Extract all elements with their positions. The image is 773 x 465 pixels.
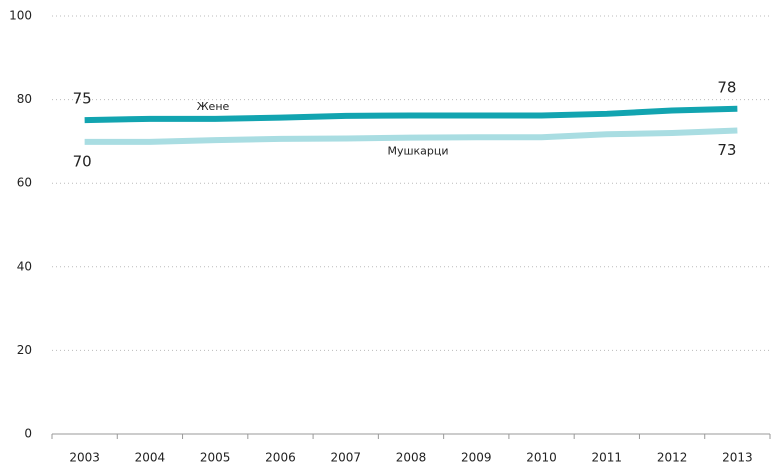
x-tick-label: 2012 (657, 451, 688, 465)
x-tick-label: 2003 (69, 451, 100, 465)
x-tick-label: 2006 (265, 451, 296, 465)
y-tick-label: 40 (17, 259, 32, 273)
y-tick-label: 100 (9, 9, 32, 23)
series-name: Жене (197, 100, 230, 113)
x-tick-label: 2011 (592, 451, 623, 465)
x-tick-label: 2004 (135, 451, 166, 465)
x-tick-label: 2013 (722, 451, 753, 465)
data-label: 75 (73, 90, 92, 108)
y-tick-label: 20 (17, 343, 32, 357)
x-tick-label: 2008 (396, 451, 427, 465)
x-tick-label: 2010 (526, 451, 557, 465)
y-tick-label: 60 (17, 176, 32, 190)
x-tick-label: 2005 (200, 451, 231, 465)
data-label: 70 (73, 152, 92, 170)
y-tick-label: 0 (24, 427, 32, 441)
data-label: 78 (717, 78, 736, 96)
series-line (84, 105, 738, 124)
y-tick-label: 80 (17, 92, 32, 106)
x-tick-label: 2009 (461, 451, 492, 465)
data-label: 73 (717, 141, 736, 159)
x-tick-label: 2007 (330, 451, 361, 465)
series-line (84, 127, 738, 145)
series-name: Мушкарци (387, 145, 448, 158)
